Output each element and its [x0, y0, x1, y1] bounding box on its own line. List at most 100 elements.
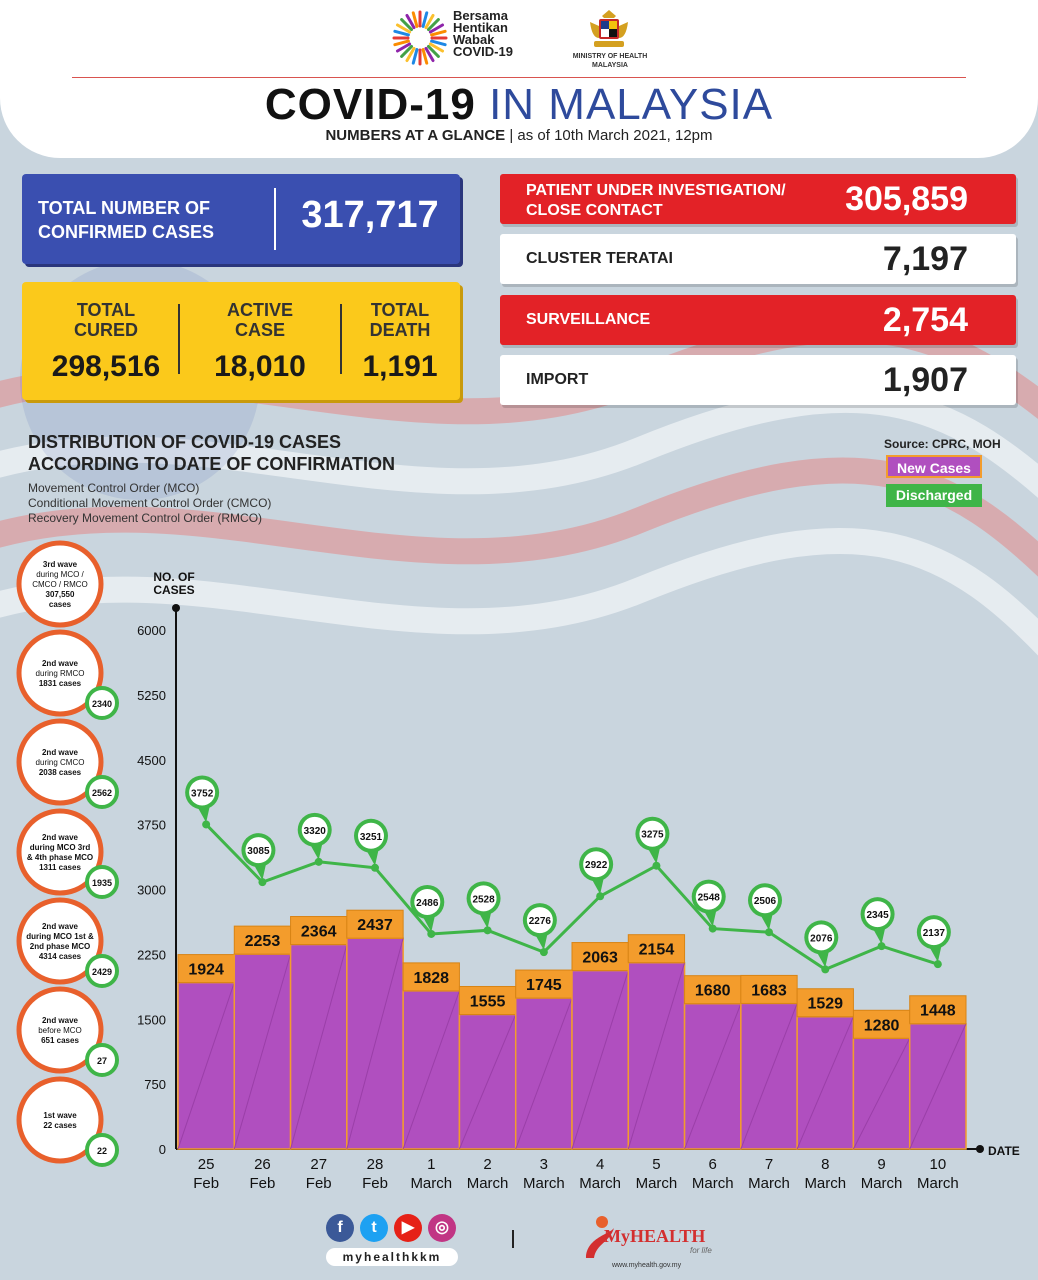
wave-text: 2nd wave [42, 922, 79, 931]
confirmed-cases-card: TOTAL NUMBER OF CONFIRMED CASES 317,717 [22, 174, 460, 264]
page-title: COVID-19 IN MALAYSIA [0, 80, 1038, 130]
surveillance-value: 2,754 [882, 301, 968, 339]
x-tick-day: 7 [765, 1156, 773, 1173]
wave-discharged-value: 1935 [92, 878, 112, 888]
x-tick-month: March [748, 1175, 790, 1192]
bar-shade [796, 1016, 854, 1150]
wave-text: 1831 cases [39, 679, 82, 688]
myhealth-tagline: for life [690, 1246, 712, 1255]
discharged-point [314, 857, 323, 866]
wave-discharged-value: 22 [97, 1146, 107, 1156]
distribution-title: DISTRIBUTION OF COVID-19 CASES ACCORDING… [28, 431, 395, 475]
death-label-line-1: TOTAL [370, 300, 430, 320]
discharged-point [652, 861, 661, 870]
myhealth-brand: MyHEALTH [604, 1226, 706, 1246]
wave-discharged-badge [85, 1133, 119, 1167]
discharged-pin-inner [358, 822, 384, 849]
surveillance-label: SURVEILLANCE [526, 311, 651, 328]
discharged-pin-inner [639, 820, 666, 847]
sun-ray [424, 46, 435, 63]
discharged-pin-inner [414, 888, 441, 915]
malaysia-crest-icon [590, 10, 628, 47]
x-tick-month: Feb [249, 1175, 275, 1192]
discharged-value-label: 3251 [360, 832, 383, 843]
yellow-divider-2 [340, 304, 342, 374]
x-tick-day: 10 [930, 1156, 947, 1173]
instagram-icon[interactable]: ◎ [428, 1214, 456, 1242]
wave-text: 1311 cases [39, 863, 81, 872]
y-tick-label: 4500 [137, 753, 166, 768]
x-tick-day: 25 [198, 1156, 215, 1173]
wave-text: 2nd phase MCO [30, 942, 90, 951]
discharged-point [765, 928, 773, 937]
discharged-point [258, 878, 267, 887]
active-label-line-1: ACTIVE [226, 300, 293, 320]
wave-text: cases [49, 600, 72, 609]
wave-circle [16, 808, 104, 896]
x-tick-month: March [861, 1175, 903, 1192]
facebook-icon[interactable]: f [326, 1214, 354, 1242]
twitter-icon[interactable]: t [360, 1214, 388, 1242]
bar-shade [402, 990, 460, 1150]
cluster-label: CLUSTER TERATAI [526, 250, 673, 267]
campaign-line-1: Bersama [453, 8, 508, 23]
y-tick-label: 5250 [137, 688, 166, 703]
wave-circle [16, 1076, 104, 1164]
wave-text: & 4th phase MCO [27, 853, 93, 862]
ministry-line-2: MALAYSIA [592, 62, 628, 69]
y-tick-label: 750 [144, 1077, 166, 1092]
youtube-icon[interactable]: ▶ [394, 1214, 422, 1242]
active-value: 18,010 [214, 350, 306, 383]
cured-label-line-2: CURED [73, 320, 138, 340]
x-tick-month: Feb [193, 1175, 219, 1192]
x-axis-label: DATE [988, 1144, 1020, 1158]
discharged-value-label: 2528 [472, 894, 495, 905]
wave-circle [16, 629, 104, 717]
discharged-point [708, 924, 717, 933]
confirmed-value: 317,717 [301, 194, 439, 236]
discharged-pin-inner [695, 883, 722, 910]
discharged-point [427, 929, 436, 938]
campaign-sun-logo [392, 10, 448, 66]
discharged-value-label: 2548 [698, 893, 721, 904]
x-axis-end-dot [976, 1145, 984, 1153]
sun-ray [393, 39, 410, 47]
sun-ray [393, 29, 410, 37]
campaign-line-3: Wabak [453, 32, 495, 47]
sun-ray [411, 48, 419, 65]
bar-value-label: 1555 [470, 993, 506, 1010]
discharged-point [821, 965, 830, 974]
wave-text: during CMCO [36, 758, 85, 767]
bar-shade [684, 1003, 742, 1150]
sun-ray [428, 42, 445, 53]
x-tick-day: 27 [310, 1156, 327, 1173]
discharged-point [933, 960, 942, 969]
y-tick-label: 3750 [137, 818, 166, 833]
discharged-value-label: 2506 [754, 896, 777, 907]
y-tick-label: 2250 [137, 947, 166, 962]
sun-ray [411, 11, 419, 28]
wave-circle [16, 718, 104, 806]
sun-ray [400, 18, 414, 32]
bar-value-label: 2063 [582, 950, 618, 967]
wave-discharged-value: 2429 [92, 967, 112, 977]
discharged-point [483, 926, 492, 935]
wave-text: 22 cases [43, 1121, 77, 1130]
pui-card: PATIENT UNDER INVESTIGATION/ CLOSE CONTA… [500, 174, 1016, 224]
bar-value-label: 1529 [807, 996, 843, 1013]
bar-value-label: 1280 [864, 1017, 900, 1034]
death-column: TOTAL DEATH 1,191 [348, 300, 452, 384]
discharged-pin-inner [245, 837, 272, 864]
wave-text: during RMCO [36, 669, 85, 678]
legend-discharged: Discharged [886, 484, 982, 507]
footer-divider [512, 1230, 514, 1248]
bar-shade [852, 1038, 911, 1150]
discharged-pin-inner [189, 779, 216, 806]
subtitle-date: | as of 10th March 2021, 12pm [505, 127, 713, 144]
y-axis-end-dot [172, 604, 180, 612]
distribution-subtitle: Movement Control Order (MCO) Conditional… [28, 481, 271, 526]
discharged-value-label: 3085 [247, 846, 270, 857]
sun-ray [430, 29, 447, 37]
discharged-pin-inner [470, 885, 497, 912]
